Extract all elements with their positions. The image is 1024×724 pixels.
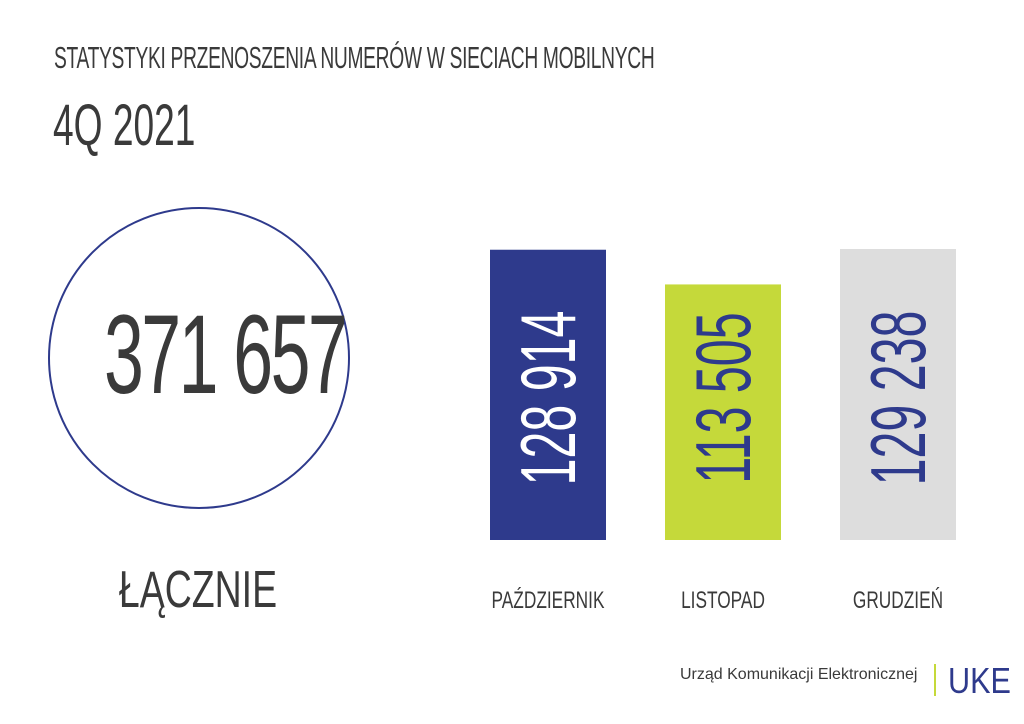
total-circle xyxy=(48,207,350,509)
bar-value-label: 113 505 xyxy=(679,312,767,483)
bar-grudzień xyxy=(840,249,956,540)
category-label: PAŹDZIERNIK xyxy=(492,587,605,613)
total-label: ŁĄCZNIE xyxy=(118,561,278,619)
bar-value-label: 128 914 xyxy=(504,311,592,486)
bar-październik xyxy=(490,249,606,540)
uke-logo: UKE xyxy=(948,660,1011,701)
category-label: GRUDZIEŃ xyxy=(853,587,943,613)
chart-subtitle: 4Q 2021 xyxy=(53,93,196,158)
category-label: LISTOPAD xyxy=(681,587,765,613)
bar-value-label: 129 238 xyxy=(854,311,942,486)
bar-listopad xyxy=(665,284,781,540)
organization-name: Urząd Komunikacji Elektronicznej xyxy=(680,666,918,683)
footer-divider xyxy=(934,664,936,696)
chart-title: STATYSTYKI PRZENOSZENIA NUMERÓW W SIECIA… xyxy=(54,40,655,75)
